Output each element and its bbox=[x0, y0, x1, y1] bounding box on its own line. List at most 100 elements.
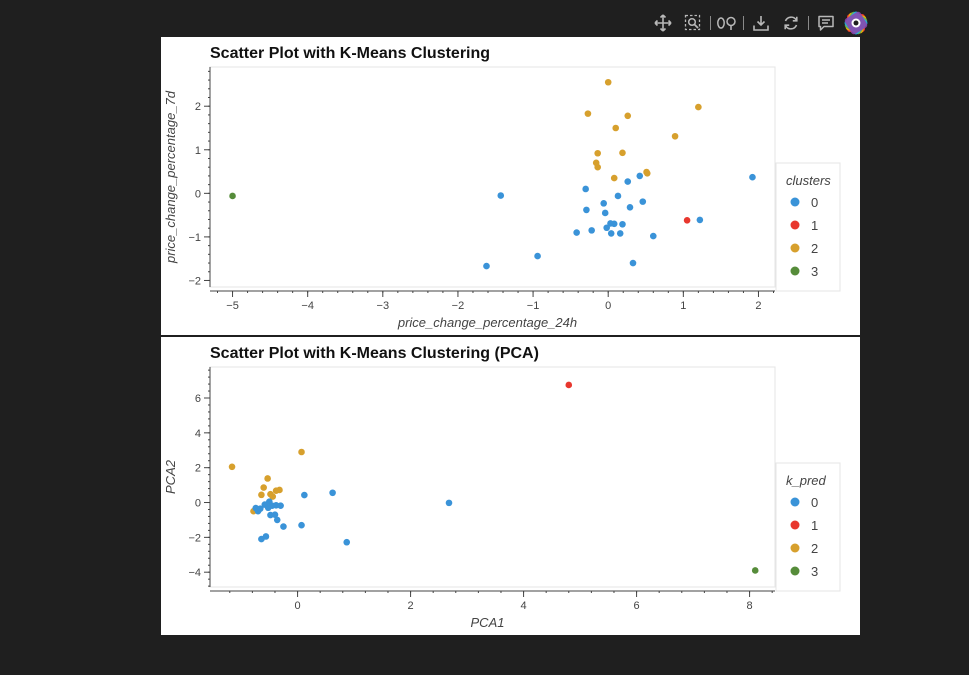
bokeh-logo-icon bbox=[844, 11, 868, 35]
data-point-cluster-0 bbox=[749, 173, 756, 181]
x-tick-label: −5 bbox=[226, 300, 239, 312]
plot-area-frame bbox=[209, 366, 776, 588]
pan-tool-button[interactable] bbox=[648, 10, 678, 39]
data-point-cluster-0 bbox=[277, 502, 284, 509]
legend-label-3: 3 bbox=[811, 264, 818, 279]
toolbar-divider bbox=[743, 16, 744, 30]
data-point-cluster-0 bbox=[626, 203, 634, 211]
data-point-cluster-0 bbox=[254, 507, 262, 515]
data-point-cluster-2 bbox=[624, 112, 632, 120]
legend-marker-3 bbox=[790, 566, 800, 576]
chart-title: Scatter Plot with K-Means Clustering (PC… bbox=[210, 345, 539, 362]
data-point-cluster-0 bbox=[588, 227, 595, 234]
legend-marker-2 bbox=[790, 243, 800, 253]
y-tick-label: 2 bbox=[195, 463, 201, 475]
legend-label-3: 3 bbox=[811, 564, 818, 579]
y-tick-label: −2 bbox=[188, 275, 201, 287]
legend-label-1: 1 bbox=[811, 218, 818, 233]
data-point-cluster-3 bbox=[229, 192, 236, 200]
data-point-cluster-0 bbox=[639, 198, 647, 205]
data-point-cluster-0 bbox=[636, 172, 644, 180]
data-point-cluster-2 bbox=[258, 491, 265, 499]
data-point-cluster-0 bbox=[601, 209, 609, 217]
x-tick-label: 8 bbox=[747, 600, 753, 612]
x-tick-label: −1 bbox=[527, 300, 540, 312]
kmeans-scatter-chart[interactable]: Scatter Plot with K-Means Clustering −5 −4… bbox=[161, 37, 860, 335]
data-point-cluster-0 bbox=[271, 511, 279, 519]
plot-area-frame bbox=[209, 66, 776, 288]
y-tick-label: 0 bbox=[195, 188, 201, 200]
legend-marker-3 bbox=[790, 266, 800, 276]
download-icon bbox=[753, 16, 769, 31]
data-point-cluster-0 bbox=[301, 491, 308, 499]
data-point-cluster-1 bbox=[683, 217, 691, 224]
legend-label-2: 2 bbox=[811, 241, 818, 256]
data-point-cluster-0 bbox=[497, 192, 505, 199]
data-point-cluster-0 bbox=[600, 200, 607, 207]
y-tick-label: 1 bbox=[195, 145, 201, 157]
legend-label-0: 0 bbox=[811, 495, 818, 510]
reset-tool-button[interactable] bbox=[776, 10, 806, 36]
legend-marker-2 bbox=[790, 543, 800, 553]
y-tick-label: 2 bbox=[195, 101, 201, 113]
save-tool-button[interactable] bbox=[746, 10, 776, 36]
data-point-cluster-0 bbox=[583, 206, 590, 214]
data-point-cluster-1 bbox=[565, 381, 573, 389]
x-tick-label: −3 bbox=[377, 300, 390, 312]
chart-title: Scatter Plot with K-Means Clustering bbox=[210, 45, 490, 62]
data-point-cluster-2 bbox=[671, 132, 679, 140]
hover-tool-button[interactable] bbox=[811, 10, 841, 39]
x-tick-label: 2 bbox=[408, 600, 414, 612]
y-tick-label: 4 bbox=[195, 428, 201, 440]
plot-toolbar bbox=[648, 8, 966, 39]
data-point-cluster-0 bbox=[610, 220, 618, 228]
data-point-cluster-2 bbox=[298, 448, 305, 456]
data-point-cluster-0 bbox=[582, 185, 589, 193]
y-tick-label: −2 bbox=[188, 532, 201, 544]
box-zoom-tool-button[interactable] bbox=[678, 10, 708, 36]
data-point-cluster-0 bbox=[614, 192, 622, 200]
legend-marker-1 bbox=[790, 520, 800, 530]
legend-title: clusters bbox=[786, 173, 831, 188]
reset-icon bbox=[784, 16, 798, 30]
legend-marker-1 bbox=[790, 220, 800, 230]
data-point-cluster-0 bbox=[298, 521, 305, 529]
data-point-cluster-2 bbox=[604, 78, 612, 86]
data-point-cluster-2 bbox=[610, 174, 618, 182]
data-point-cluster-3 bbox=[751, 567, 759, 574]
data-point-cluster-0 bbox=[445, 499, 453, 507]
x-tick-label: 0 bbox=[605, 300, 611, 312]
data-point-cluster-0 bbox=[624, 178, 632, 185]
pca-scatter-chart[interactable]: Scatter Plot with K-Means Clustering (PC… bbox=[161, 337, 860, 635]
y-tick-label: −4 bbox=[188, 567, 201, 579]
toolbar-divider bbox=[710, 16, 711, 30]
data-point-cluster-0 bbox=[616, 230, 624, 237]
data-point-cluster-0 bbox=[483, 262, 490, 270]
legend-marker-0 bbox=[790, 497, 800, 507]
box-zoom-icon bbox=[684, 14, 701, 31]
wheel-zoom-icon bbox=[717, 16, 736, 30]
bokeh-logo[interactable] bbox=[841, 10, 871, 36]
y-tick-label: −1 bbox=[188, 232, 201, 244]
data-point-cluster-2 bbox=[260, 484, 267, 491]
data-point-cluster-2 bbox=[269, 493, 277, 500]
data-point-cluster-0 bbox=[649, 232, 657, 240]
wheel-zoom-tool-button[interactable] bbox=[713, 10, 741, 39]
data-point-cluster-2 bbox=[594, 149, 601, 157]
data-point-cluster-2 bbox=[228, 463, 236, 471]
data-point-cluster-2 bbox=[612, 124, 620, 132]
legend-label-0: 0 bbox=[811, 195, 818, 210]
data-point-cluster-0 bbox=[629, 259, 637, 267]
data-point-cluster-0 bbox=[329, 489, 336, 497]
data-point-cluster-2 bbox=[272, 487, 280, 494]
x-tick-label: 2 bbox=[755, 300, 761, 312]
data-point-cluster-0 bbox=[258, 535, 265, 543]
x-tick-label: 0 bbox=[295, 600, 301, 612]
kmeans-scatter-panel: Scatter Plot with K-Means Clustering −5 −4… bbox=[161, 37, 860, 335]
data-point-cluster-0 bbox=[607, 230, 615, 237]
x-axis-label: PCA1 bbox=[471, 615, 505, 630]
data-point-cluster-0 bbox=[619, 220, 626, 228]
data-point-cluster-2 bbox=[264, 475, 271, 482]
data-point-cluster-0 bbox=[573, 229, 580, 236]
hover-icon bbox=[818, 15, 834, 31]
